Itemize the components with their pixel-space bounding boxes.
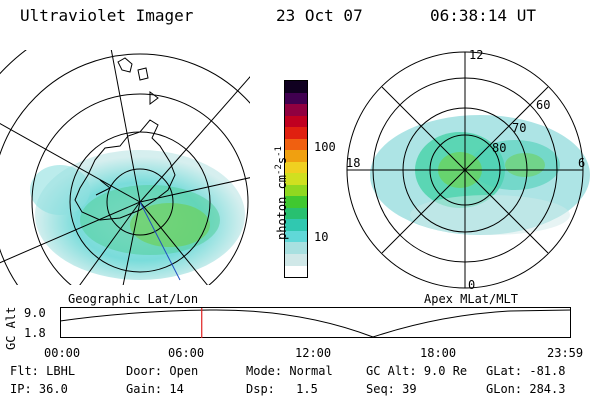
colorbar-segment bbox=[285, 81, 307, 93]
alt-ytick-1.8: 1.8 bbox=[24, 326, 46, 340]
dsp-label: Dsp: bbox=[246, 382, 275, 396]
mlt-label-0: 0 bbox=[468, 278, 476, 292]
ip-value: 36.0 bbox=[38, 382, 68, 396]
mlt-label-12: 12 bbox=[469, 48, 484, 62]
gcalt-field: GC Alt: 9.0 Re bbox=[366, 364, 467, 378]
colorbar-segment bbox=[285, 161, 307, 174]
colorbar-tick-10: 10 bbox=[314, 230, 329, 244]
colorbar bbox=[284, 80, 308, 278]
colorbar-segment bbox=[285, 115, 307, 128]
glon-value: 284.3 bbox=[529, 382, 566, 396]
seq-label: Seq: bbox=[366, 382, 395, 396]
alt-xtick-0: 00:00 bbox=[44, 346, 81, 360]
altitude-curve bbox=[60, 309, 572, 338]
colorbar-segment bbox=[285, 127, 307, 139]
colorbar-segment bbox=[285, 138, 307, 151]
dsp-field: Dsp: 1.5 bbox=[246, 382, 318, 396]
mode-label: Mode: bbox=[246, 364, 283, 378]
alt-xtick-1: 06:00 bbox=[168, 346, 205, 360]
coastline bbox=[74, 119, 176, 221]
mlt-label-18: 18 bbox=[346, 156, 361, 170]
alt-xtick-4: 23:59 bbox=[547, 346, 584, 360]
ip-label: IP: bbox=[10, 382, 32, 396]
colorbar-label-mid: s bbox=[275, 156, 289, 165]
colorbar-segment bbox=[285, 150, 307, 162]
glat-field: GLat: -81.8 bbox=[486, 364, 565, 378]
gcalt-value: 9.0 Re bbox=[423, 364, 468, 378]
glon-field: GLon: 284.3 bbox=[486, 382, 565, 396]
gain-label: Gain: bbox=[126, 382, 163, 396]
colorbar-segment bbox=[285, 173, 307, 185]
door-value: Open bbox=[169, 364, 199, 378]
mlt-label-6: 6 bbox=[578, 156, 586, 170]
flt-label: Flt: bbox=[10, 364, 39, 378]
time-label: 06:38:14 UT bbox=[430, 6, 536, 25]
mode-field: Mode: Normal bbox=[246, 364, 333, 378]
instrument-title: Ultraviolet Imager bbox=[20, 6, 194, 25]
flt-field: Flt: LBHL bbox=[10, 364, 75, 378]
ip-field: IP: 36.0 bbox=[10, 382, 68, 396]
colorbar-label-exp2: -1 bbox=[274, 146, 284, 157]
mode-value: Normal bbox=[289, 364, 333, 378]
gcalt-label: GC Alt: bbox=[366, 364, 417, 378]
alt-xtick-3: 18:00 bbox=[420, 346, 457, 360]
glon-label: GLon: bbox=[486, 382, 523, 396]
alt-ylabel: GC Alt bbox=[4, 306, 18, 350]
magnetic-map bbox=[346, 51, 590, 289]
alt-ytick-9: 9.0 bbox=[24, 306, 46, 320]
altitude-plot bbox=[60, 307, 572, 338]
colorbar-label: photon cm-2s-1 bbox=[274, 146, 289, 240]
colorbar-segment bbox=[285, 242, 307, 254]
door-field: Door: Open bbox=[126, 364, 198, 378]
colorbar-segment bbox=[285, 219, 307, 231]
colorbar-segment bbox=[285, 253, 307, 266]
colorbar-segment bbox=[285, 230, 307, 243]
dsp-value: 1.5 bbox=[296, 382, 318, 396]
colorbar-label-exp1: -2 bbox=[274, 164, 284, 175]
colorbar-segment bbox=[285, 265, 307, 278]
geographic-map bbox=[0, 50, 250, 285]
seq-value: 39 bbox=[402, 382, 417, 396]
right-map-label: Apex MLat/MLT bbox=[424, 292, 518, 306]
glat-label: GLat: bbox=[486, 364, 523, 378]
colorbar-label-unit: photon cm bbox=[275, 174, 289, 240]
lat-label-60: 60 bbox=[536, 98, 551, 112]
gain-value: 14 bbox=[169, 382, 184, 396]
colorbar-segment bbox=[285, 92, 307, 105]
gain-field: Gain: 14 bbox=[126, 382, 184, 396]
alt-xtick-2: 12:00 bbox=[295, 346, 332, 360]
lat-label-80: 80 bbox=[492, 141, 507, 155]
left-map-label: Geographic Lat/Lon bbox=[68, 292, 199, 306]
colorbar-tick-100: 100 bbox=[314, 140, 336, 154]
colorbar-segment bbox=[285, 196, 307, 208]
glat-value: -81.8 bbox=[529, 364, 566, 378]
colorbar-segment bbox=[285, 184, 307, 197]
date-label: 23 Oct 07 bbox=[276, 6, 363, 25]
colorbar-segment bbox=[285, 207, 307, 220]
flt-value: LBHL bbox=[46, 364, 76, 378]
colorbar-segment bbox=[285, 104, 307, 116]
lat-label-70: 70 bbox=[512, 121, 527, 135]
door-label: Door: bbox=[126, 364, 163, 378]
seq-field: Seq: 39 bbox=[366, 382, 417, 396]
